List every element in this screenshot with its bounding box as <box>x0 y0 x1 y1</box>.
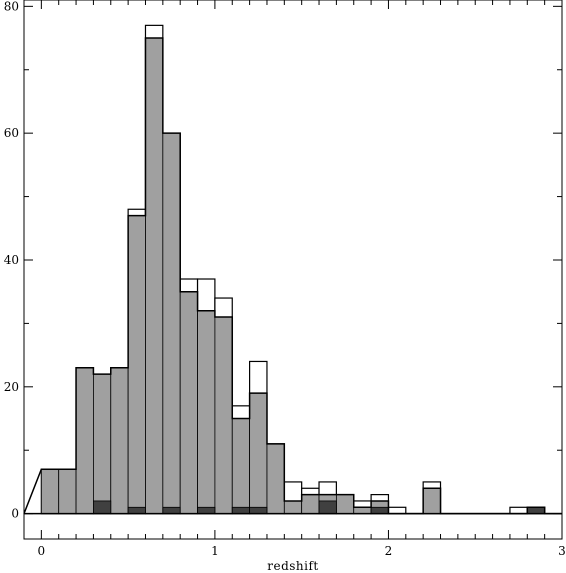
y-tick-label: 60 <box>4 126 19 140</box>
bars-layer <box>23 24 562 515</box>
dark-bar <box>249 506 268 515</box>
dark-bar <box>127 506 146 515</box>
gray-bar <box>283 500 303 515</box>
gray-bar <box>162 132 181 515</box>
gray-bar <box>93 373 112 515</box>
x-tick-label: 3 <box>558 544 566 558</box>
x-tick-label: 1 <box>211 544 219 558</box>
x-axis-label: redshift <box>267 559 319 573</box>
dark-bar <box>197 506 216 515</box>
dark-bar <box>318 500 337 515</box>
y-tick-label: 40 <box>4 253 19 267</box>
y-tick-label: 0 <box>11 507 19 521</box>
gray-bar <box>249 392 268 515</box>
gray-bar <box>127 215 146 515</box>
dark-bar <box>93 500 112 515</box>
gray-bar <box>214 316 233 515</box>
tick-labels-layer: 0 1 2 3 0 20 40 60 80 <box>4 0 566 558</box>
gray-bar <box>40 468 60 515</box>
x-tick-label: 0 <box>38 544 46 558</box>
gray-bar <box>301 494 320 515</box>
gray-bar <box>179 291 198 515</box>
x-tick-label: 2 <box>385 544 393 558</box>
dark-bar <box>231 506 251 515</box>
gray-bar <box>110 367 129 515</box>
gray-bar <box>231 418 251 515</box>
gray-bar <box>145 37 164 515</box>
gray-bar <box>75 367 94 515</box>
dark-bar <box>162 506 181 515</box>
outline-bar <box>387 506 407 515</box>
gray-bar <box>197 310 216 515</box>
gray-bar <box>422 487 441 515</box>
y-tick-label: 20 <box>4 380 19 394</box>
gray-bar <box>58 468 77 515</box>
outline-bar <box>509 506 528 515</box>
dark-bar <box>370 506 389 515</box>
dark-bar <box>526 506 546 515</box>
gray-bar <box>266 443 285 515</box>
y-tick-label: 80 <box>4 0 19 13</box>
plot-frame <box>23 0 563 540</box>
ticks-layer <box>24 0 563 539</box>
gray-bar <box>353 506 372 515</box>
gray-bar <box>335 494 355 515</box>
